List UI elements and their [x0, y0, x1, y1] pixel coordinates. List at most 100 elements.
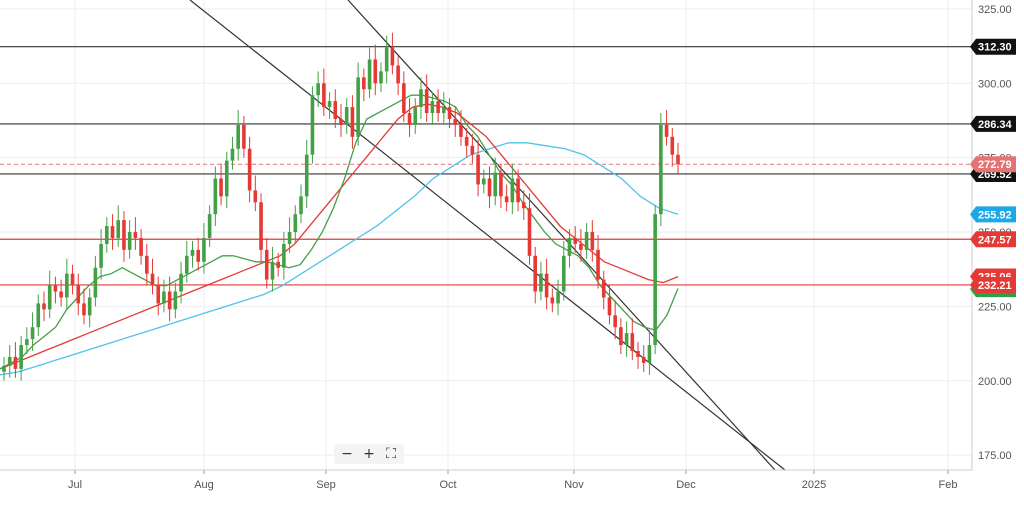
zoom-out-button[interactable]: −: [341, 446, 353, 462]
candle: [516, 169, 520, 212]
candle: [590, 220, 595, 262]
candle: [396, 56, 400, 96]
candle-body: [179, 273, 183, 292]
x-tick-label: Aug: [194, 479, 214, 491]
candle-body: [287, 232, 292, 244]
candle: [390, 32, 395, 75]
candle-body: [13, 356, 18, 369]
candle-body: [59, 291, 63, 298]
candle-body: [670, 136, 675, 155]
candle: [402, 71, 406, 122]
candle: [584, 223, 589, 259]
candle-body: [202, 237, 206, 262]
badge-label: 312.30: [978, 42, 1012, 54]
candle: [282, 232, 286, 280]
candle: [36, 294, 41, 337]
badge-shape: [970, 231, 1016, 248]
candle-body: [550, 297, 555, 304]
candle-body: [247, 148, 252, 191]
level-badge: 247.57: [970, 231, 1016, 248]
axes: 325.00300.00275.00250.00225.00200.00175.…: [0, 0, 1012, 491]
candle-body: [207, 214, 212, 238]
candle: [573, 226, 577, 253]
candle-body: [70, 273, 75, 286]
candle: [430, 92, 435, 125]
candle-body: [19, 345, 23, 369]
y-tick-label: 325.00: [978, 4, 1012, 16]
candle-body: [436, 101, 440, 114]
candle-body: [516, 178, 520, 203]
candle: [93, 255, 98, 307]
candle: [127, 220, 132, 259]
price-badges: 235.06255.92312.30286.34269.52247.57232.…: [970, 38, 1016, 298]
candle-body: [293, 214, 298, 233]
candle: [670, 127, 675, 167]
candle: [350, 95, 355, 149]
level-badge: 286.34: [970, 115, 1016, 132]
candle: [310, 86, 315, 164]
candle: [550, 288, 555, 313]
candle: [476, 139, 480, 197]
candle-body: [350, 107, 355, 137]
badge-shape: [970, 38, 1016, 55]
candle-body: [504, 196, 509, 203]
candle-body: [30, 327, 35, 340]
candle-body: [584, 232, 589, 250]
candle-body: [470, 145, 475, 155]
candle-body: [596, 249, 600, 280]
candle: [299, 184, 303, 224]
candle-body: [636, 351, 640, 357]
candle: [213, 166, 218, 227]
candle: [561, 240, 566, 301]
candle: [253, 175, 258, 212]
grid: [0, 0, 972, 470]
candle-body: [676, 154, 680, 165]
candle-body: [624, 333, 629, 346]
candle-body: [162, 291, 166, 304]
candle: [493, 157, 498, 206]
candle-body: [527, 208, 532, 256]
candle: [384, 35, 389, 84]
candle: [247, 136, 252, 203]
candle: [82, 288, 86, 325]
badge-shape: [970, 115, 1016, 132]
candle-body: [2, 365, 6, 372]
candle-body: [442, 107, 446, 114]
zoom-in-button[interactable]: +: [363, 446, 375, 462]
candle-body: [299, 196, 303, 215]
candle-body: [122, 220, 126, 250]
candle: [333, 89, 338, 128]
x-tick-label: 2025: [802, 479, 826, 491]
level-badge: 312.30: [970, 38, 1016, 55]
candle: [487, 166, 492, 209]
candle: [504, 184, 509, 212]
candle: [367, 47, 372, 99]
candle-body: [173, 291, 178, 310]
y-tick-label: 300.00: [978, 78, 1012, 90]
indicator-lines: [0, 94, 679, 376]
x-tick-label: Feb: [939, 479, 958, 491]
candle: [521, 190, 526, 221]
candle-body: [453, 118, 458, 125]
candle-body: [367, 59, 372, 90]
candle: [413, 98, 418, 134]
candle: [173, 282, 178, 319]
candle-body: [419, 89, 423, 108]
candle: [533, 246, 538, 304]
badge-shape: [970, 276, 1016, 293]
candle: [122, 211, 126, 262]
x-tick-label: Jul: [68, 479, 82, 491]
candle: [436, 89, 440, 122]
candle-body: [487, 178, 492, 197]
fullscreen-icon[interactable]: ⛶: [386, 446, 396, 462]
horizontal-levels: [0, 46, 972, 286]
candle: [47, 270, 52, 319]
y-tick-label: 200.00: [978, 376, 1012, 388]
candle-body: [322, 83, 326, 108]
candle: [653, 205, 657, 354]
candle-body: [647, 345, 652, 363]
candle: [322, 68, 326, 117]
candle: [539, 261, 543, 301]
